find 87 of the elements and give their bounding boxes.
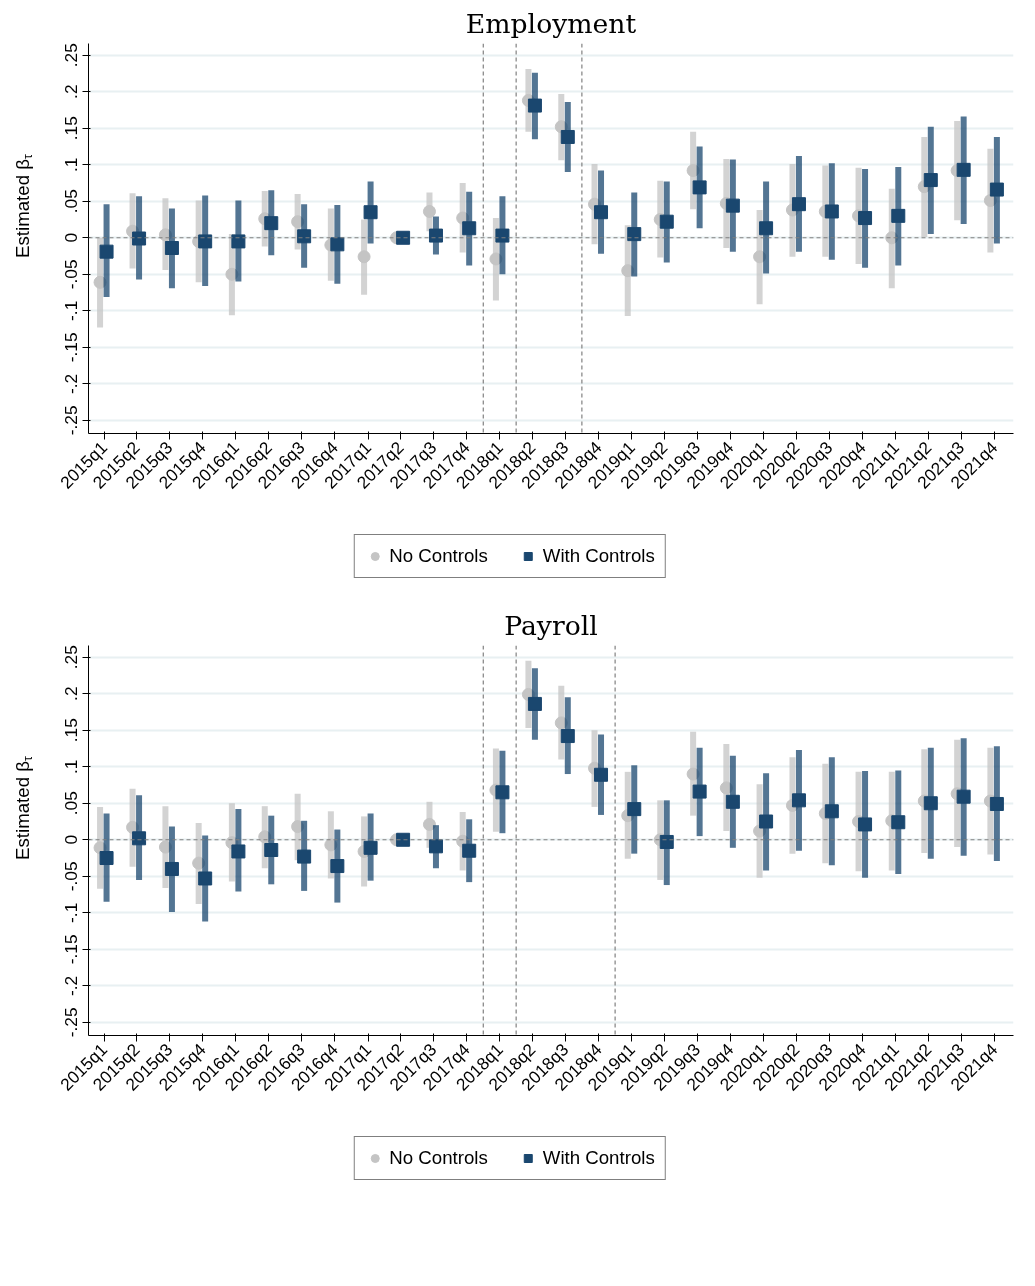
point — [956, 789, 971, 804]
point — [462, 221, 477, 236]
point — [560, 129, 575, 144]
point — [759, 814, 774, 829]
point — [858, 817, 873, 832]
legend-label: No Controls — [389, 1147, 488, 1169]
point — [495, 785, 510, 800]
point — [99, 244, 114, 259]
legend-label: No Controls — [389, 545, 488, 567]
y-tick-label: -.1 — [61, 300, 82, 321]
point — [164, 861, 179, 876]
point — [330, 237, 345, 252]
point — [824, 204, 839, 219]
point — [99, 851, 114, 866]
point — [692, 180, 707, 195]
chart-title: Payroll — [504, 609, 598, 641]
point — [198, 234, 213, 249]
y-tick-label: .2 — [61, 84, 82, 99]
y-tick-label: .15 — [61, 718, 82, 743]
point — [462, 843, 477, 858]
point — [824, 804, 839, 819]
point — [989, 796, 1004, 811]
point — [132, 831, 147, 846]
legend-label: With Controls — [542, 1147, 655, 1169]
point — [956, 162, 971, 177]
y-tick-label: .2 — [61, 686, 82, 701]
point — [858, 211, 873, 226]
y-tick-label: .05 — [61, 791, 82, 816]
point — [989, 182, 1004, 197]
y-tick-label: -.2 — [61, 373, 82, 394]
point — [164, 240, 179, 255]
y-tick-label: .15 — [61, 116, 82, 141]
point — [428, 839, 443, 854]
point — [527, 696, 542, 711]
point — [264, 842, 279, 857]
y-tick-label: -.15 — [61, 934, 82, 965]
point — [428, 228, 443, 243]
point — [594, 205, 609, 220]
point — [297, 849, 312, 864]
point — [692, 784, 707, 799]
point — [231, 844, 246, 859]
y-tick-label: .25 — [61, 43, 82, 68]
point — [627, 227, 642, 242]
point — [357, 250, 371, 264]
point — [422, 817, 436, 831]
point — [495, 228, 510, 243]
point — [791, 197, 806, 212]
point — [725, 794, 740, 809]
point — [759, 221, 774, 236]
point — [330, 859, 345, 874]
point — [560, 729, 575, 744]
point — [297, 229, 312, 244]
y-tick-label: .1 — [61, 157, 82, 172]
y-tick-label: 0 — [61, 232, 82, 243]
point — [923, 173, 938, 188]
chart-title: Employment — [465, 7, 637, 39]
y-tick-label: -.2 — [61, 975, 82, 996]
point — [363, 205, 378, 220]
point — [132, 231, 147, 246]
point — [422, 204, 436, 218]
y-tick-label: -.1 — [61, 902, 82, 923]
point — [891, 208, 906, 223]
point — [527, 98, 542, 113]
y-tick-label: -.25 — [61, 405, 82, 436]
y-tick-label: .1 — [61, 759, 82, 774]
point — [363, 840, 378, 855]
y-tick-label: .25 — [61, 645, 82, 670]
point — [627, 802, 642, 817]
y-tick-label: -.05 — [61, 861, 82, 892]
point — [594, 767, 609, 782]
point — [396, 832, 411, 847]
point — [231, 234, 246, 249]
point — [198, 871, 213, 886]
point — [659, 214, 674, 229]
point — [791, 793, 806, 808]
point — [891, 815, 906, 830]
y-tick-label: -.25 — [61, 1007, 82, 1038]
point — [659, 834, 674, 849]
legend-label: With Controls — [542, 545, 655, 567]
y-tick-label: -.15 — [61, 332, 82, 363]
y-tick-label: .05 — [61, 189, 82, 214]
point — [396, 230, 411, 245]
point — [264, 216, 279, 231]
y-tick-label: -.05 — [61, 259, 82, 290]
point — [725, 198, 740, 213]
point — [923, 796, 938, 811]
y-tick-label: 0 — [61, 834, 82, 845]
